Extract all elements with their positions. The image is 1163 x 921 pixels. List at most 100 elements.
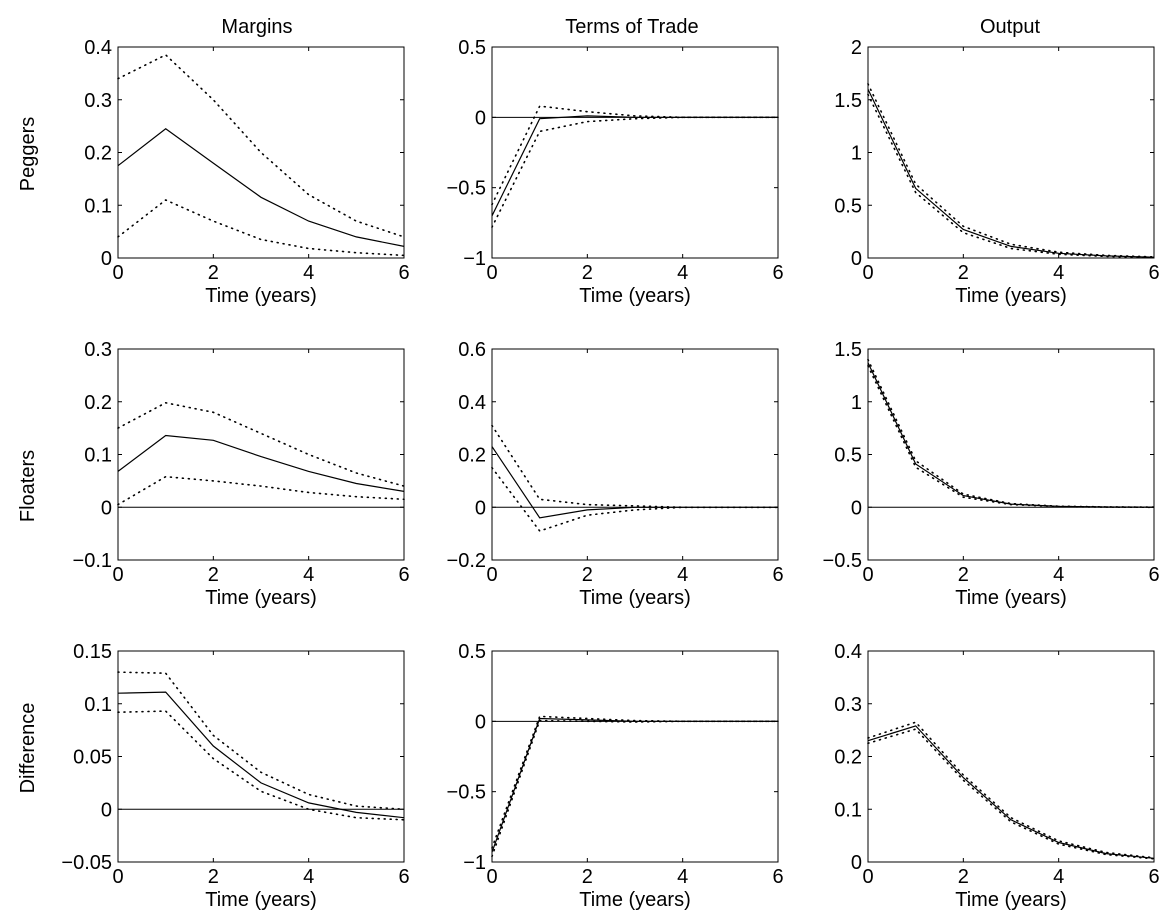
- series-point-estimate-line: [867, 725, 1155, 859]
- y-tick-label: 2: [851, 37, 862, 59]
- y-tick-label: 0.1: [84, 694, 112, 716]
- series-upper-band-line: [491, 424, 779, 509]
- x-tick-label: 0: [862, 866, 873, 888]
- row-label-floaters: Floaters: [17, 450, 39, 522]
- plot-frame: [117, 46, 405, 259]
- y-tick-label: 0.5: [834, 195, 862, 217]
- x-tick-label: 6: [772, 564, 783, 586]
- y-tick-label: 0.2: [84, 143, 112, 165]
- y-tick-label: −0.2: [447, 550, 486, 572]
- y-tick-label: 0: [101, 497, 112, 519]
- y-tick-label: 1: [851, 392, 862, 414]
- x-tick-label: 4: [303, 866, 314, 888]
- row-label-difference: Difference: [17, 703, 39, 794]
- series-point-estimate-line: [117, 691, 405, 819]
- panel-peggers-terms-of-trade: 0 2 4 6 −1 −0.5 0 0.5 Time (years): [447, 37, 784, 307]
- x-tick-label: 0: [862, 262, 873, 284]
- y-tick-label: 0.2: [458, 445, 486, 467]
- x-tick-label: 4: [303, 262, 314, 284]
- x-axis-label: Time (years): [579, 285, 690, 307]
- x-tick-label: 4: [677, 866, 688, 888]
- plot-frame: [491, 650, 779, 863]
- x-axis-label: Time (years): [955, 587, 1066, 609]
- y-tick-label: 0.4: [834, 641, 862, 663]
- series-upper-band-line: [867, 83, 1155, 258]
- series-lower-band-line: [117, 710, 405, 821]
- y-tick-label: 0: [475, 711, 486, 733]
- y-tick-label: 0.2: [834, 747, 862, 769]
- y-tick-label: 0.1: [834, 799, 862, 821]
- row-label-peggers: Peggers: [17, 117, 39, 192]
- panel-difference-output: 0 2 4 6 0 0.1 0.2 0.3 0.4 Time (years): [834, 641, 1159, 911]
- y-tick-label: −0.5: [447, 782, 486, 804]
- series-upper-band-line: [491, 715, 779, 849]
- x-tick-label: 0: [862, 564, 873, 586]
- y-tick-label: 0.6: [458, 339, 486, 361]
- x-tick-label: 0: [112, 866, 123, 888]
- x-tick-label: 6: [772, 262, 783, 284]
- y-tick-label: 0: [851, 497, 862, 519]
- x-tick-label: 0: [486, 262, 497, 284]
- x-tick-label: 0: [486, 866, 497, 888]
- y-tick-label: 0.15: [73, 641, 112, 663]
- x-tick-label: 4: [1053, 564, 1064, 586]
- x-tick-label: 6: [772, 866, 783, 888]
- x-tick-label: 6: [1148, 564, 1159, 586]
- series-upper-band-line: [117, 53, 405, 238]
- x-tick-label: 2: [958, 262, 969, 284]
- series-lower-band-line: [867, 365, 1155, 509]
- y-tick-label: 0.4: [458, 392, 486, 414]
- panel-grid: 0 2 4 6 0 0.1 0.2 0.3 0.4 Time (years) 0 2 4 6 −1 −0.5 0…: [61, 37, 1159, 911]
- series-point-estimate-line: [867, 362, 1155, 508]
- x-tick-label: 2: [208, 564, 219, 586]
- y-tick-label: 0: [101, 248, 112, 270]
- y-tick-label: 0.1: [84, 445, 112, 467]
- x-tick-label: 4: [677, 564, 688, 586]
- x-tick-label: 2: [582, 564, 593, 586]
- x-tick-label: 6: [398, 262, 409, 284]
- y-tick-label: 1.5: [834, 90, 862, 112]
- series-upper-band-line: [117, 671, 405, 811]
- series-lower-band-line: [867, 93, 1155, 259]
- x-tick-label: 2: [208, 866, 219, 888]
- plot-frame: [491, 348, 779, 561]
- series-lower-band-line: [491, 719, 779, 858]
- y-tick-label: 0.1: [84, 195, 112, 217]
- x-axis-label: Time (years): [579, 587, 690, 609]
- column-titles: Margins Terms of Trade Output: [221, 16, 1040, 38]
- x-tick-label: 0: [112, 262, 123, 284]
- y-tick-label: 0.3: [84, 339, 112, 361]
- series-lower-band-line: [117, 475, 405, 506]
- x-tick-label: 2: [208, 262, 219, 284]
- column-title-output: Output: [980, 16, 1040, 38]
- series-point-estimate-line: [491, 717, 778, 853]
- x-tick-label: 6: [398, 866, 409, 888]
- x-tick-label: 6: [1148, 262, 1159, 284]
- x-axis-label: Time (years): [205, 285, 316, 307]
- y-tick-label: 1: [851, 143, 862, 165]
- x-tick-label: 4: [1053, 866, 1064, 888]
- y-tick-label: −1: [463, 852, 486, 874]
- x-axis-label: Time (years): [205, 587, 316, 609]
- y-tick-label: 0.3: [84, 90, 112, 112]
- series-lower-band-line: [491, 116, 779, 228]
- plot-frame: [867, 650, 1155, 863]
- y-tick-label: 0: [475, 497, 486, 519]
- series-lower-band-line: [867, 728, 1155, 860]
- y-tick-label: −0.1: [73, 550, 112, 572]
- x-axis-label: Time (years): [955, 285, 1066, 307]
- x-axis-label: Time (years): [579, 889, 690, 911]
- series-upper-band-line: [867, 358, 1155, 508]
- column-title-margins: Margins: [221, 16, 292, 38]
- y-tick-label: 0: [101, 799, 112, 821]
- y-tick-label: 0.5: [834, 445, 862, 467]
- y-tick-label: 0.5: [458, 37, 486, 59]
- y-tick-label: 0.3: [834, 694, 862, 716]
- series-point-estimate-line: [117, 128, 405, 247]
- column-title-terms-of-trade: Terms of Trade: [565, 16, 698, 38]
